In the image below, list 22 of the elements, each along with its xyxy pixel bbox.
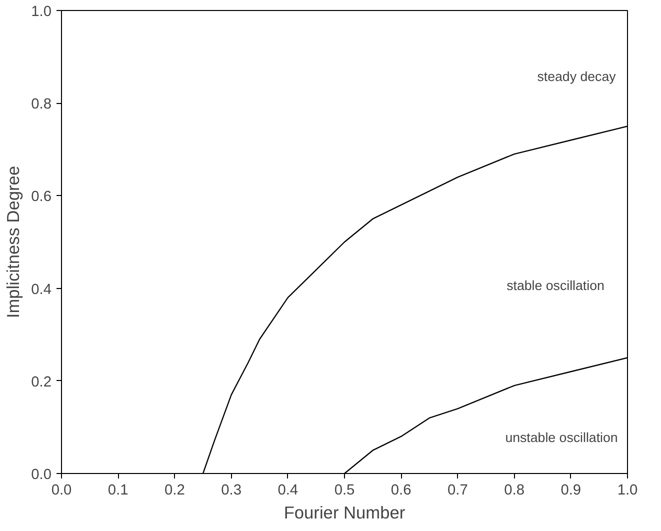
y-tick-label: 1.0 <box>31 4 52 20</box>
x-axis-title: Fourier Number <box>284 502 406 522</box>
x-tick-label: 0.8 <box>504 482 524 498</box>
x-tick-label: 1.0 <box>617 482 638 498</box>
y-tick-label: 0.2 <box>31 374 52 390</box>
y-tick-label: 0.0 <box>31 467 52 483</box>
x-tick-label: 0.0 <box>51 482 72 498</box>
x-tick-label: 0.9 <box>560 482 582 498</box>
y-tick-label: 0.8 <box>31 96 52 113</box>
annotation: steady decay <box>537 69 616 84</box>
y-axis-title: Implicitness Degree <box>3 166 24 318</box>
x-tick-label: 0.3 <box>221 482 242 498</box>
annotation: stable oscillation <box>506 278 604 293</box>
x-tick-label: 0.4 <box>278 482 298 498</box>
annotation: unstable oscillation <box>505 430 618 445</box>
y-tick-label: 0.4 <box>31 282 52 298</box>
x-tick-label: 0.7 <box>448 482 468 498</box>
x-tick-label: 0.2 <box>164 482 185 498</box>
x-tick-label: 0.1 <box>108 482 128 498</box>
y-tick-label: 0.6 <box>31 189 52 206</box>
x-tick-label: 0.5 <box>334 482 355 498</box>
x-tick-label: 0.6 <box>390 482 412 498</box>
